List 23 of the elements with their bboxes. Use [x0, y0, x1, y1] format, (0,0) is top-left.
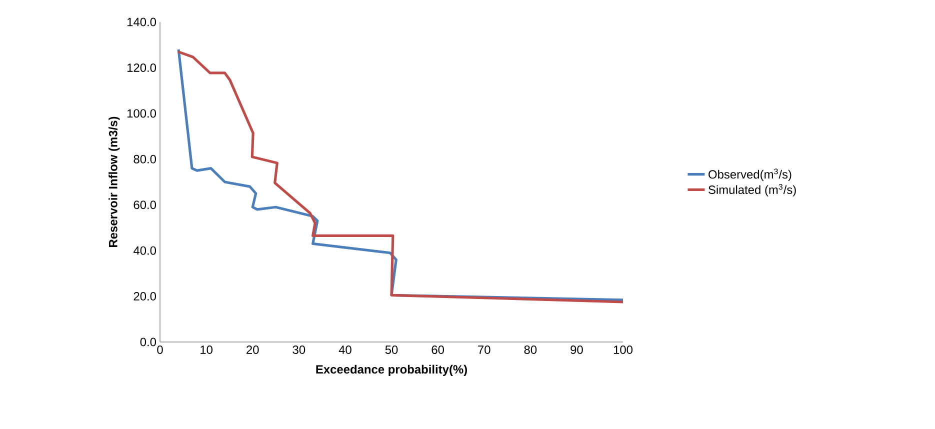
x-tick-label: 10: [200, 346, 212, 354]
y-tick-label: 80.0: [134, 154, 156, 164]
legend-label: Simulated (m$^{3}$/s): [708, 184, 796, 196]
y-axis-title: Reservoir Inflow (m3/s): [108, 116, 120, 247]
legend-label: Observed(m$^{3}$/s): [708, 168, 792, 181]
y-tick-label: 20.0: [134, 292, 156, 301]
x-axis-title: Exceedance probability(%): [316, 364, 467, 376]
x-tick-label: 100: [614, 346, 633, 354]
x-tick-label: 40: [338, 346, 352, 354]
x-tick-label: 50: [385, 346, 398, 354]
x-tick-label: 60: [432, 346, 444, 354]
x-tick-label: 70: [478, 346, 490, 354]
x-tick-label: 80: [524, 346, 537, 354]
x-tick-label: 90: [570, 346, 583, 354]
y-tick-label: 60.0: [134, 200, 156, 210]
y-tick-label: 120.0: [127, 63, 156, 72]
x-tick-label: 0: [157, 346, 163, 354]
y-tick-label: 100.0: [127, 109, 156, 118]
y-tick-label: 40.0: [134, 246, 156, 255]
x-tick-label: 20: [246, 346, 259, 354]
x-tick-label: 30: [292, 346, 306, 354]
y-tick-label: 0.0: [140, 338, 156, 346]
y-tick-label: 140.0: [127, 18, 156, 26]
